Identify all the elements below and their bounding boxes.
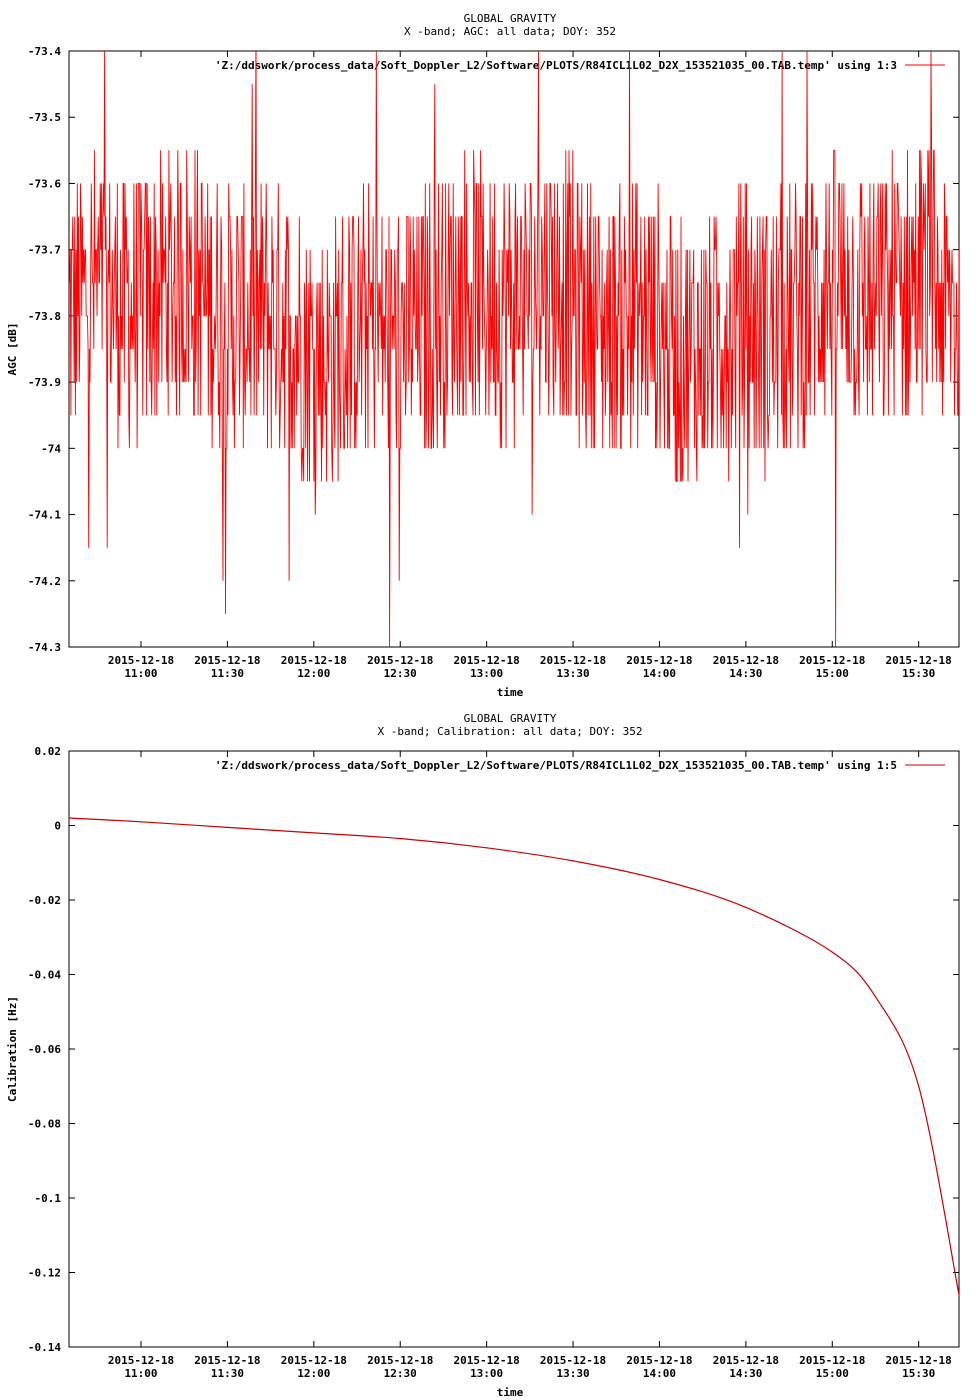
x-tick-time-label: 15:30 xyxy=(902,667,935,680)
x-tick-time-label: 12:00 xyxy=(297,1367,330,1380)
y-tick-label: -74 xyxy=(41,442,61,455)
y-tick-label: -0.04 xyxy=(28,969,61,982)
x-tick-date-label: 2015-12-18 xyxy=(108,654,174,667)
agc-series-line xyxy=(69,51,959,647)
x-tick-date-label: 2015-12-18 xyxy=(886,1354,952,1367)
x-tick-date-label: 2015-12-18 xyxy=(108,1354,174,1367)
legend-label: 'Z:/ddswork/process_data/Soft_Doppler_L2… xyxy=(215,759,897,772)
calibration-point xyxy=(68,817,70,819)
calibration-point xyxy=(958,1294,960,1296)
calibration-point xyxy=(874,996,877,998)
x-tick-date-label: 2015-12-18 xyxy=(799,1354,865,1367)
calibration-point xyxy=(313,832,315,834)
calibration-point xyxy=(831,951,833,953)
x-tick-time-label: 13:00 xyxy=(470,1367,503,1380)
calibration-point xyxy=(745,906,747,909)
y-tick-label: -0.1 xyxy=(35,1192,62,1205)
x-axis-label: time xyxy=(497,1386,524,1399)
x-tick-time-label: 15:00 xyxy=(816,1367,849,1380)
y-tick-label: -74.1 xyxy=(28,509,61,522)
chart-title: GLOBAL GRAVITY xyxy=(464,712,557,725)
y-tick-label: -74.2 xyxy=(28,575,61,588)
x-tick-time-label: 14:30 xyxy=(729,1367,762,1380)
x-tick-date-label: 2015-12-18 xyxy=(626,1354,692,1367)
legend-label: 'Z:/ddswork/process_data/Soft_Doppler_L2… xyxy=(215,59,897,72)
x-tick-date-label: 2015-12-18 xyxy=(367,1354,433,1367)
x-tick-date-label: 2015-12-18 xyxy=(454,654,520,667)
y-tick-label: -73.6 xyxy=(28,177,61,190)
calibration-series-line xyxy=(69,817,959,1295)
y-tick-label: -0.06 xyxy=(28,1043,61,1056)
y-axis-label: AGC [dB] xyxy=(6,323,19,376)
chart-subtitle: X -band; AGC: all data; DOY: 352 xyxy=(404,25,616,38)
x-tick-time-label: 11:30 xyxy=(211,667,244,680)
y-tick-label: -73.4 xyxy=(28,45,61,58)
x-tick-time-label: 13:30 xyxy=(556,667,589,680)
y-tick-label: -0.14 xyxy=(28,1341,61,1354)
y-tick-label: -73.5 xyxy=(28,111,61,124)
calibration-point xyxy=(572,860,574,862)
x-tick-date-label: 2015-12-18 xyxy=(194,1354,260,1367)
y-tick-label: -74.3 xyxy=(28,641,61,654)
x-tick-date-label: 2015-12-18 xyxy=(540,654,606,667)
x-tick-time-label: 11:00 xyxy=(124,1367,157,1380)
y-axis-label: Calibration [Hz] xyxy=(6,996,19,1102)
x-tick-time-label: 15:00 xyxy=(816,667,849,680)
x-tick-date-label: 2015-12-18 xyxy=(281,654,347,667)
y-tick-label: -0.08 xyxy=(28,1118,61,1131)
calibration-point xyxy=(918,1085,920,1087)
calibration-point xyxy=(658,878,661,881)
plot-frame xyxy=(68,750,960,1348)
x-tick-time-label: 15:30 xyxy=(902,1367,935,1380)
x-tick-date-label: 2015-12-18 xyxy=(281,1354,347,1367)
x-tick-time-label: 13:30 xyxy=(556,1367,589,1380)
calibration-point xyxy=(226,826,229,828)
x-tick-date-label: 2015-12-18 xyxy=(713,1354,779,1367)
x-tick-time-label: 12:30 xyxy=(384,1367,417,1380)
x-axis-label: time xyxy=(497,686,524,699)
y-tick-label: -0.12 xyxy=(28,1267,61,1280)
chart-subtitle: X -band; Calibration: all data; DOY: 352 xyxy=(378,725,643,738)
x-tick-date-label: 2015-12-18 xyxy=(799,654,865,667)
x-tick-time-label: 11:30 xyxy=(211,1367,244,1380)
x-tick-date-label: 2015-12-18 xyxy=(454,1354,520,1367)
x-tick-date-label: 2015-12-18 xyxy=(886,654,952,667)
x-tick-date-label: 2015-12-18 xyxy=(540,1354,606,1367)
x-tick-time-label: 13:00 xyxy=(470,667,503,680)
x-tick-date-label: 2015-12-18 xyxy=(194,654,260,667)
x-tick-time-label: 14:30 xyxy=(729,667,762,680)
calibration-point xyxy=(140,821,142,823)
y-tick-label: -73.8 xyxy=(28,310,61,323)
y-tick-label: -73.7 xyxy=(28,244,61,257)
x-tick-time-label: 11:00 xyxy=(124,667,157,680)
x-tick-time-label: 12:30 xyxy=(384,667,417,680)
x-tick-date-label: 2015-12-18 xyxy=(713,654,779,667)
y-tick-label: 0.02 xyxy=(35,745,62,758)
chart-title: GLOBAL GRAVITY xyxy=(464,12,557,25)
calibration-point xyxy=(486,847,488,849)
x-tick-date-label: 2015-12-18 xyxy=(626,654,692,667)
x-tick-time-label: 12:00 xyxy=(297,667,330,680)
calibration-point xyxy=(399,837,401,840)
y-tick-label: -0.02 xyxy=(28,894,61,907)
y-tick-label: -73.9 xyxy=(28,376,61,389)
x-tick-time-label: 14:00 xyxy=(643,1367,676,1380)
y-tick-label: 0 xyxy=(54,820,61,833)
x-tick-date-label: 2015-12-18 xyxy=(367,654,433,667)
x-tick-time-label: 14:00 xyxy=(643,667,676,680)
